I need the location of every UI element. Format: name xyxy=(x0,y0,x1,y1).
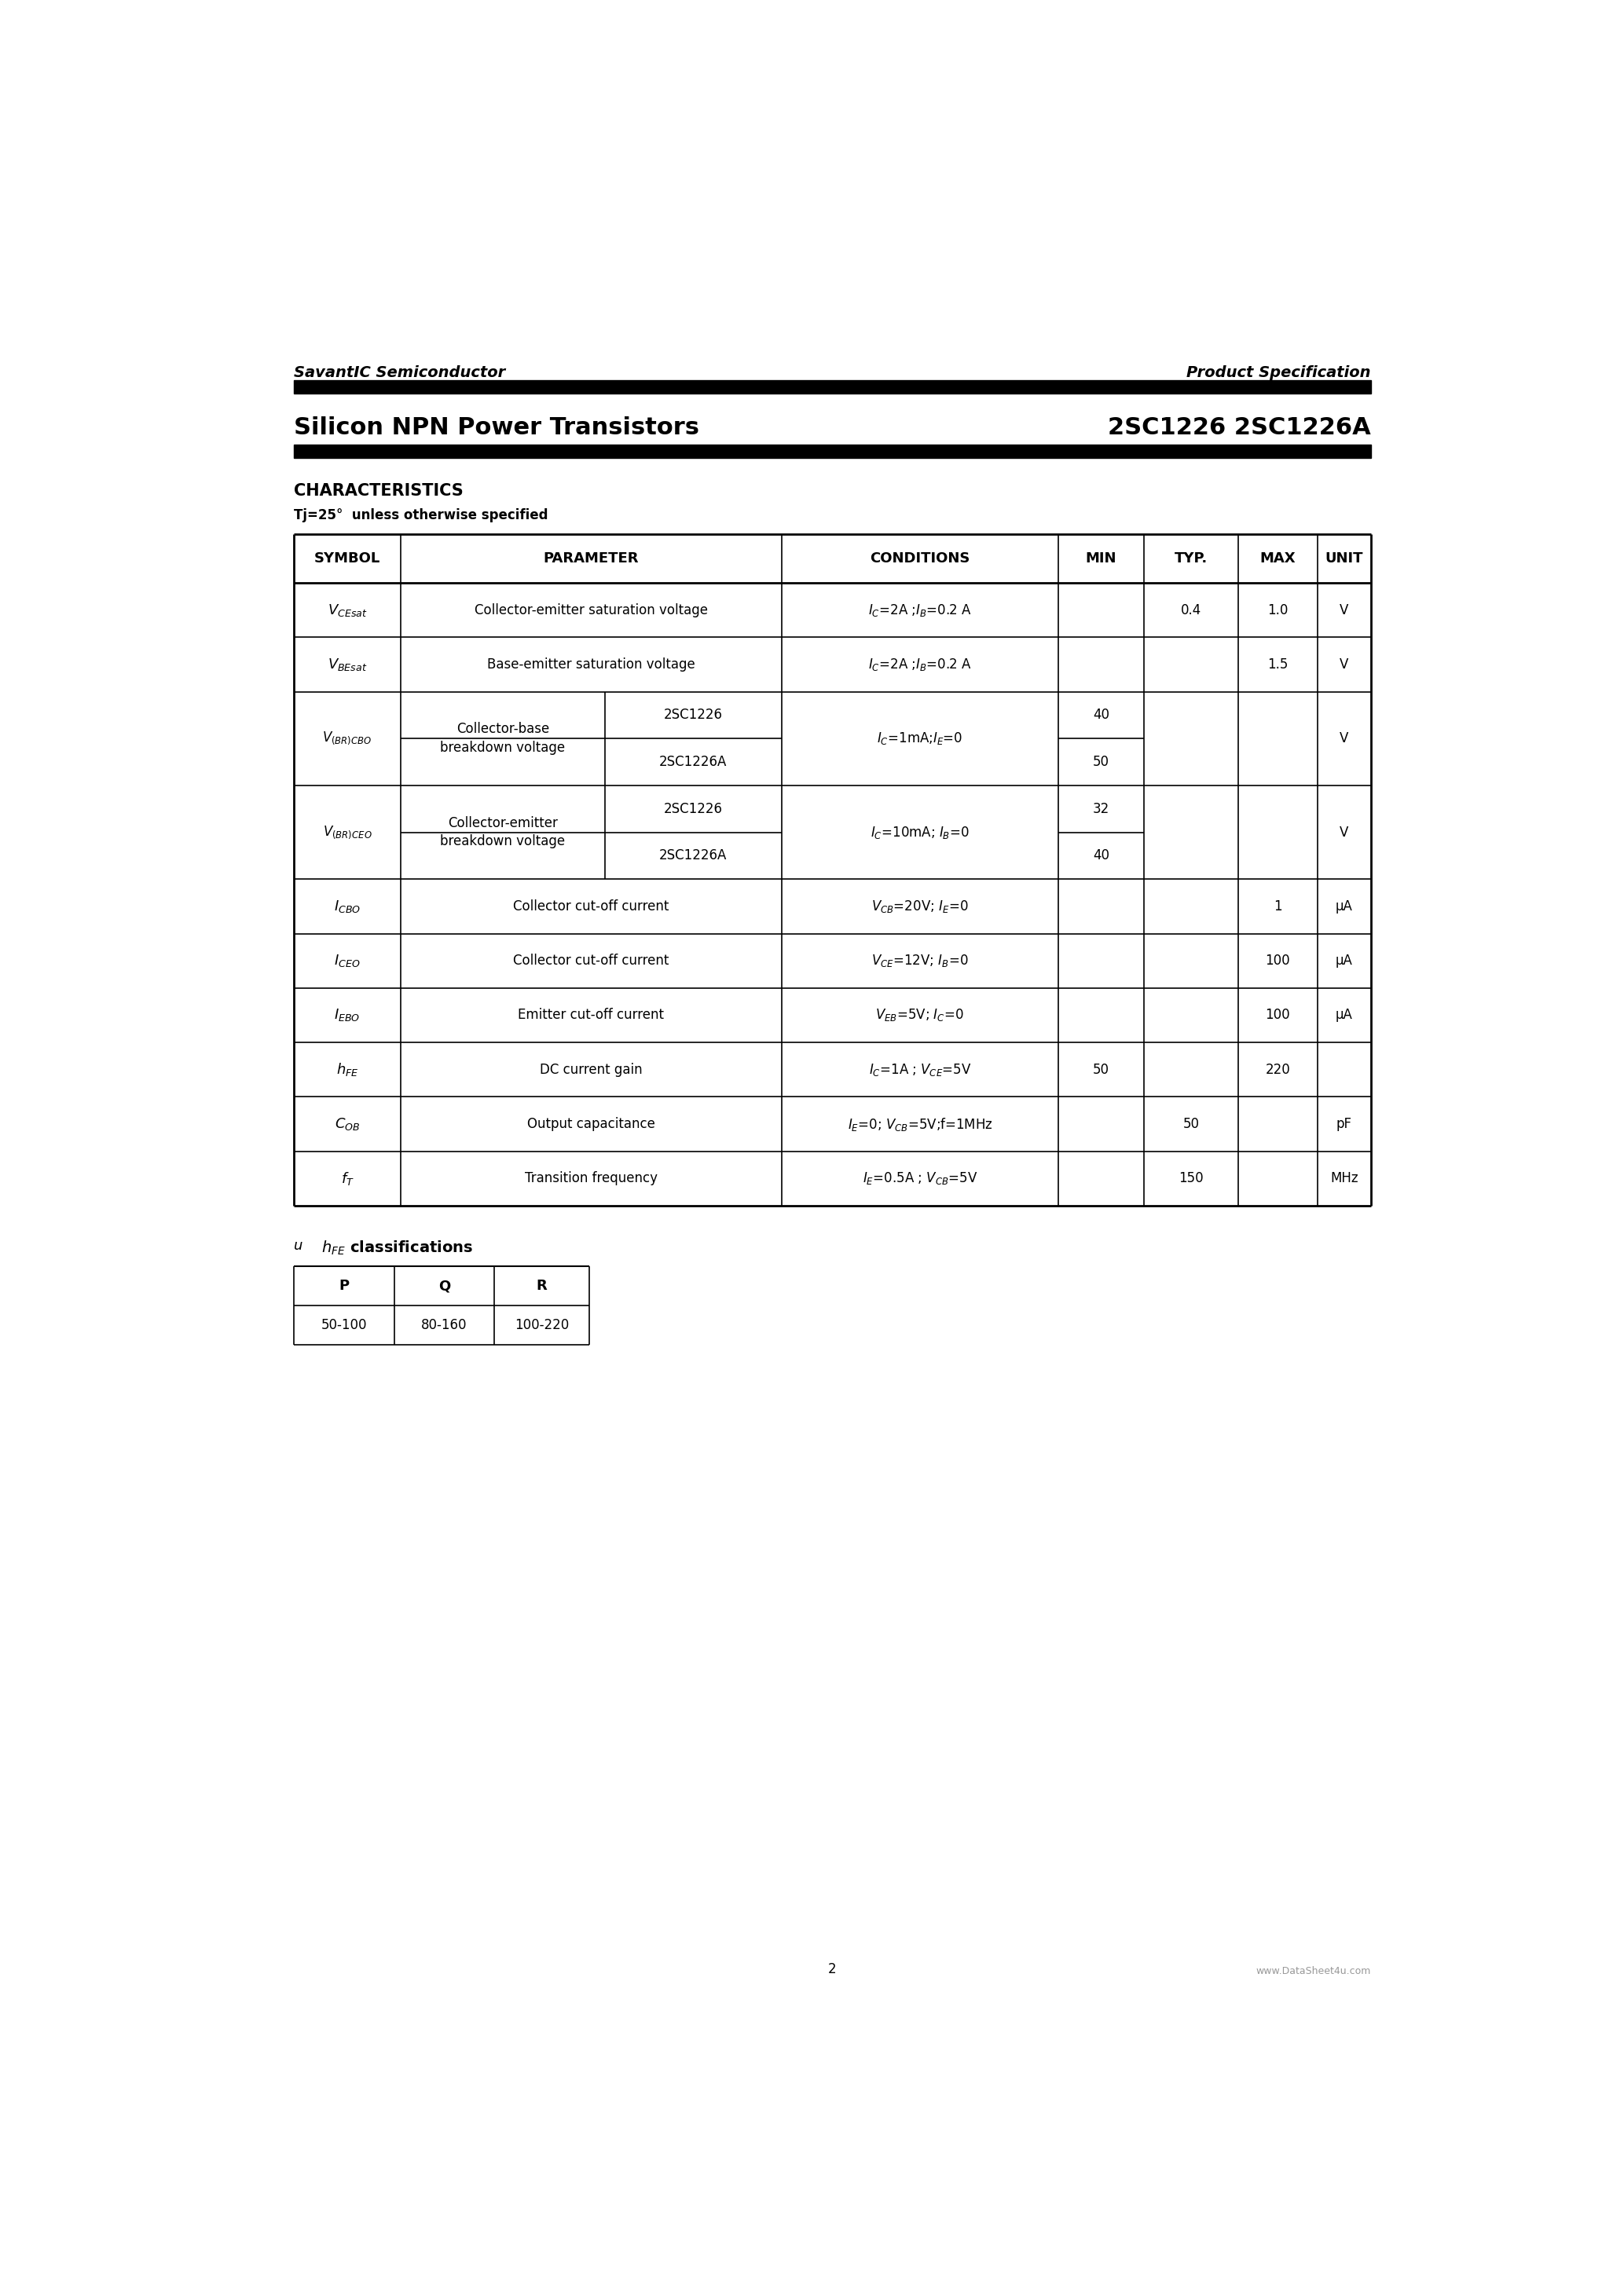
Text: 1.0: 1.0 xyxy=(1267,604,1288,618)
Text: 2SC1226 2SC1226A: 2SC1226 2SC1226A xyxy=(1108,416,1371,439)
Text: TYP.: TYP. xyxy=(1174,551,1208,565)
Text: μA: μA xyxy=(1335,953,1353,969)
Text: PARAMETER: PARAMETER xyxy=(544,551,638,565)
Text: Collector-emitter
breakdown voltage: Collector-emitter breakdown voltage xyxy=(440,815,565,850)
Text: Collector-emitter saturation voltage: Collector-emitter saturation voltage xyxy=(474,604,708,618)
Text: $I_{CBO}$: $I_{CBO}$ xyxy=(335,898,361,914)
Text: SYMBOL: SYMBOL xyxy=(313,551,380,565)
Text: www.DataSheet4u.com: www.DataSheet4u.com xyxy=(294,448,409,459)
Text: $V_{BEsat}$: $V_{BEsat}$ xyxy=(328,657,367,673)
Text: SavantIC Semiconductor: SavantIC Semiconductor xyxy=(294,365,505,379)
Text: 80-160: 80-160 xyxy=(421,1318,468,1332)
Text: 40: 40 xyxy=(1093,707,1109,723)
Text: $V_{EB}$=5V; $I_C$=0: $V_{EB}$=5V; $I_C$=0 xyxy=(875,1008,965,1024)
Text: pF: pF xyxy=(1337,1118,1353,1132)
Text: 0.4: 0.4 xyxy=(1181,604,1202,618)
Text: $I_C$=2A ;$I_B$=0.2 A: $I_C$=2A ;$I_B$=0.2 A xyxy=(869,657,971,673)
Text: 50: 50 xyxy=(1093,755,1109,769)
Text: 1.5: 1.5 xyxy=(1267,657,1288,670)
Text: Q: Q xyxy=(438,1279,450,1293)
Text: $I_E$=0; $V_{CB}$=5V;f=1MHz: $I_E$=0; $V_{CB}$=5V;f=1MHz xyxy=(848,1116,992,1132)
Text: CONDITIONS: CONDITIONS xyxy=(870,551,970,565)
Text: $V_{CEsat}$: $V_{CEsat}$ xyxy=(328,602,367,618)
Text: 50: 50 xyxy=(1093,1063,1109,1077)
Text: Tj=25°  unless otherwise specified: Tj=25° unless otherwise specified xyxy=(294,507,547,523)
Text: R: R xyxy=(536,1279,547,1293)
Text: 220: 220 xyxy=(1265,1063,1289,1077)
Text: Collector cut-off current: Collector cut-off current xyxy=(513,900,669,914)
Text: MIN: MIN xyxy=(1085,551,1117,565)
Text: 40: 40 xyxy=(1093,850,1109,863)
Text: $V_{CE}$=12V; $I_B$=0: $V_{CE}$=12V; $I_B$=0 xyxy=(872,953,968,969)
Text: μA: μA xyxy=(1335,900,1353,914)
Text: $C_{OB}$: $C_{OB}$ xyxy=(335,1116,361,1132)
Text: $I_{CEO}$: $I_{CEO}$ xyxy=(335,953,361,969)
Text: 2SC1226A: 2SC1226A xyxy=(659,755,728,769)
Text: 100: 100 xyxy=(1265,1008,1289,1022)
Text: Emitter cut-off current: Emitter cut-off current xyxy=(518,1008,664,1022)
Text: $I_C$=10mA; $I_B$=0: $I_C$=10mA; $I_B$=0 xyxy=(870,824,970,840)
Text: $I_C$=2A ;$I_B$=0.2 A: $I_C$=2A ;$I_B$=0.2 A xyxy=(869,602,971,618)
Text: UNIT: UNIT xyxy=(1325,551,1363,565)
Text: V: V xyxy=(1340,824,1348,840)
Text: V: V xyxy=(1340,604,1348,618)
Text: 2SC1226: 2SC1226 xyxy=(664,707,723,723)
Text: 2SC1226: 2SC1226 xyxy=(664,801,723,815)
Text: 50: 50 xyxy=(1182,1118,1199,1132)
Text: $f_T$: $f_T$ xyxy=(341,1171,354,1187)
Text: 32: 32 xyxy=(1093,801,1109,815)
Text: 50-100: 50-100 xyxy=(322,1318,367,1332)
Bar xyxy=(294,443,1371,457)
Text: μA: μA xyxy=(1335,1008,1353,1022)
Text: $V_{(BR)CBO}$: $V_{(BR)CBO}$ xyxy=(323,730,372,746)
Text: $I_E$=0.5A ; $V_{CB}$=5V: $I_E$=0.5A ; $V_{CB}$=5V xyxy=(862,1171,978,1187)
Text: P: P xyxy=(339,1279,349,1293)
Text: $V_{CB}$=20V; $I_E$=0: $V_{CB}$=20V; $I_E$=0 xyxy=(872,898,968,914)
Text: Collector cut-off current: Collector cut-off current xyxy=(513,953,669,969)
Text: Collector-base
breakdown voltage: Collector-base breakdown voltage xyxy=(440,723,565,755)
Text: MAX: MAX xyxy=(1260,551,1296,565)
Text: DC current gain: DC current gain xyxy=(539,1063,643,1077)
Text: $h_{FE}$: $h_{FE}$ xyxy=(336,1061,359,1077)
Text: Silicon NPN Power Transistors: Silicon NPN Power Transistors xyxy=(294,416,698,439)
Text: 2SC1226A: 2SC1226A xyxy=(659,850,728,863)
Text: u: u xyxy=(294,1240,302,1254)
Text: 150: 150 xyxy=(1179,1171,1203,1185)
Text: MHz: MHz xyxy=(1330,1171,1358,1185)
Text: $V_{(BR)CEO}$: $V_{(BR)CEO}$ xyxy=(323,824,372,840)
Bar xyxy=(294,381,1371,393)
Text: 100: 100 xyxy=(1265,953,1289,969)
Text: $h_{FE}$ classifications: $h_{FE}$ classifications xyxy=(322,1240,473,1256)
Text: V: V xyxy=(1340,732,1348,746)
Text: $I_{EBO}$: $I_{EBO}$ xyxy=(335,1008,361,1024)
Text: $I_C$=1A ; $V_{CE}$=5V: $I_C$=1A ; $V_{CE}$=5V xyxy=(869,1061,971,1077)
Text: 100-220: 100-220 xyxy=(515,1318,568,1332)
Text: Transition frequency: Transition frequency xyxy=(525,1171,658,1185)
Text: 2: 2 xyxy=(828,1963,836,1977)
Text: Base-emitter saturation voltage: Base-emitter saturation voltage xyxy=(487,657,695,670)
Text: Product Specification: Product Specification xyxy=(1187,365,1371,379)
Text: 1: 1 xyxy=(1273,900,1281,914)
Text: www.DataSheet4u.com: www.DataSheet4u.com xyxy=(1255,1965,1371,1977)
Text: Output capacitance: Output capacitance xyxy=(528,1118,654,1132)
Text: CHARACTERISTICS: CHARACTERISTICS xyxy=(294,482,463,498)
Text: V: V xyxy=(1340,657,1348,670)
Text: $I_C$=1mA;$I_E$=0: $I_C$=1mA;$I_E$=0 xyxy=(877,730,963,746)
